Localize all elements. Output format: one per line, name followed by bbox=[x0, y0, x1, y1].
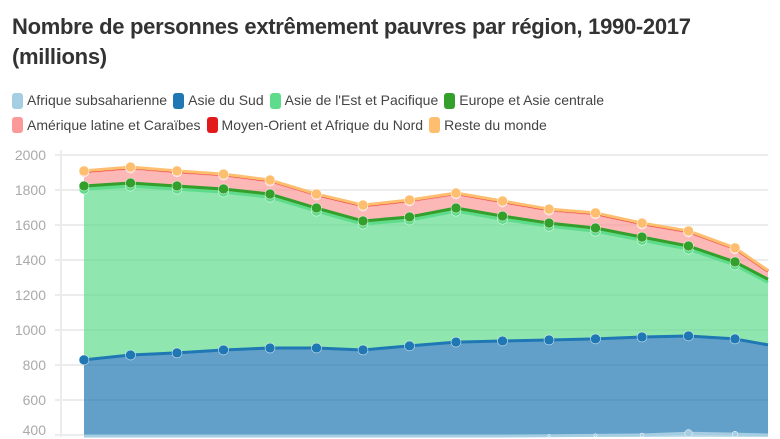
data-point bbox=[543, 334, 555, 346]
y-tick-label: 400 bbox=[23, 422, 47, 438]
data-point bbox=[357, 215, 369, 227]
data-point bbox=[683, 240, 694, 252]
data-point bbox=[450, 336, 462, 348]
y-tick-label: 1200 bbox=[15, 287, 46, 303]
y-tick-label: 800 bbox=[23, 357, 47, 373]
legend-item[interactable]: Asie de l'Est et Pacifique bbox=[269, 90, 439, 111]
legend-label: Moyen-Orient et Afrique du Nord bbox=[221, 116, 424, 133]
data-point bbox=[450, 187, 462, 199]
data-point bbox=[171, 165, 183, 177]
data-point bbox=[125, 177, 136, 189]
data-point bbox=[497, 210, 508, 222]
data-point bbox=[450, 202, 462, 214]
data-point bbox=[684, 429, 693, 438]
data-point bbox=[357, 199, 369, 211]
data-point bbox=[543, 217, 555, 229]
data-point bbox=[729, 333, 741, 345]
legend-label: Reste du monde bbox=[444, 116, 547, 133]
data-point bbox=[311, 188, 322, 200]
area-am-rique-latine-et-cara-bes bbox=[84, 168, 768, 280]
data-point bbox=[497, 335, 508, 347]
y-tick-label: 1000 bbox=[15, 322, 46, 338]
series-line bbox=[83, 184, 769, 284]
series-line bbox=[83, 181, 769, 281]
data-point bbox=[171, 180, 183, 192]
legend-item[interactable]: Afrique subsaharienne bbox=[12, 90, 167, 111]
data-point bbox=[636, 231, 648, 243]
legend-swatch bbox=[173, 92, 185, 109]
data-point bbox=[590, 333, 601, 345]
legend-swatch bbox=[12, 117, 23, 133]
plot-area bbox=[78, 161, 769, 438]
y-tick-label: 2000 bbox=[15, 147, 46, 163]
legend-item[interactable]: Asie du Sud bbox=[173, 90, 264, 111]
data-point bbox=[264, 342, 276, 354]
data-point bbox=[404, 194, 415, 206]
legend-item[interactable]: Moyen-Orient et Afrique du Nord bbox=[206, 115, 424, 136]
data-point bbox=[218, 168, 229, 180]
data-point bbox=[729, 242, 741, 254]
data-point bbox=[311, 342, 322, 354]
y-tick-label: 600 bbox=[23, 392, 47, 408]
data-point bbox=[78, 165, 90, 177]
data-point bbox=[78, 180, 90, 192]
data-point bbox=[593, 433, 598, 438]
data-point bbox=[404, 211, 415, 223]
data-point bbox=[357, 344, 369, 356]
data-point bbox=[497, 195, 508, 207]
data-point bbox=[218, 183, 229, 195]
area-asie-de-l-est-et-pacifique bbox=[84, 186, 768, 360]
y-tick-label: 1600 bbox=[15, 217, 46, 233]
data-point bbox=[590, 207, 601, 219]
chart-title: Nombre de personnes extrêmement pauvres … bbox=[12, 14, 691, 69]
legend-item[interactable]: Europe et Asie centrale bbox=[444, 90, 604, 111]
data-point bbox=[639, 432, 645, 438]
data-point bbox=[590, 222, 601, 234]
legend-swatch bbox=[429, 117, 441, 133]
legend-swatch bbox=[12, 92, 23, 109]
legend-label: Afrique subsaharienne bbox=[27, 92, 168, 108]
data-point bbox=[636, 217, 648, 229]
data-point bbox=[311, 202, 322, 214]
legend: Afrique subsaharienne Asie du Sud Asie de … bbox=[12, 90, 712, 139]
data-point bbox=[404, 340, 415, 352]
data-point bbox=[547, 434, 551, 438]
data-point bbox=[125, 161, 136, 173]
data-point bbox=[729, 256, 741, 268]
data-point bbox=[683, 225, 694, 237]
data-point bbox=[171, 347, 183, 359]
legend-item[interactable]: Amérique latine et Caraïbes bbox=[12, 115, 201, 136]
legend-swatch bbox=[269, 92, 281, 109]
legend-label: Asie de l'Est et Pacifique bbox=[284, 92, 439, 108]
legend-label: Europe et Asie centrale bbox=[459, 92, 605, 108]
y-tick-label: 1400 bbox=[15, 252, 46, 268]
data-point bbox=[683, 330, 694, 342]
legend-label: Asie du Sud bbox=[188, 92, 264, 108]
data-point bbox=[543, 203, 555, 215]
data-point bbox=[218, 344, 229, 356]
data-point bbox=[264, 174, 276, 186]
data-point bbox=[125, 349, 136, 361]
series-line bbox=[83, 165, 769, 272]
legend-item[interactable]: Reste du monde bbox=[429, 115, 547, 136]
legend-swatch bbox=[444, 92, 456, 109]
series-line bbox=[83, 334, 769, 362]
data-point bbox=[78, 354, 90, 366]
series-line bbox=[84, 431, 769, 438]
data-point bbox=[264, 188, 276, 200]
area-asie-du-sud bbox=[84, 335, 768, 437]
data-point bbox=[731, 431, 739, 438]
data-point bbox=[636, 331, 648, 343]
legend-label: Amérique latine et Caraïbes bbox=[27, 116, 201, 133]
legend-swatch bbox=[206, 117, 218, 133]
y-tick-label: 1800 bbox=[15, 182, 46, 198]
